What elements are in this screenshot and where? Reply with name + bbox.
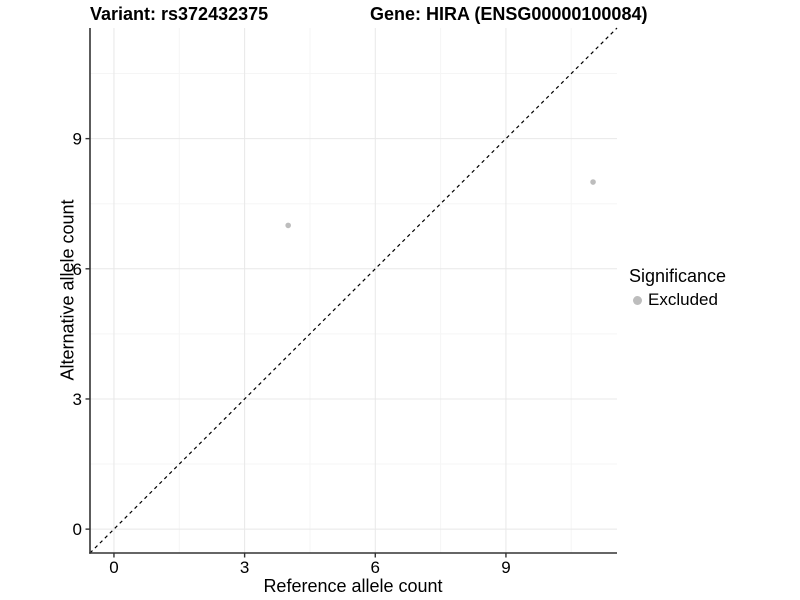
- x-tick-label: 6: [371, 558, 380, 577]
- x-tick-label: 0: [109, 558, 118, 577]
- y-axis-title: Alternative allele count: [57, 199, 78, 381]
- data-point[interactable]: [590, 179, 596, 185]
- y-tick-label: 3: [73, 390, 82, 409]
- y-tick-label: 6: [73, 260, 82, 279]
- identity-dashed-line: [89, 27, 618, 554]
- legend: Significance Excluded: [629, 266, 726, 310]
- plot-title-variant: Variant: rs372432375: [90, 4, 269, 24]
- x-tick-label: 3: [240, 558, 249, 577]
- x-axis-title: Reference allele count: [263, 576, 443, 596]
- plot-title-gene: Gene: HIRA (ENSG00000100084): [370, 4, 648, 24]
- excluded-point-icon: [633, 295, 642, 305]
- legend-title: Significance: [629, 266, 727, 286]
- y-tick-label: 9: [73, 130, 82, 149]
- legend-item-excluded: Excluded: [629, 290, 726, 310]
- x-tick-label: 9: [501, 558, 510, 577]
- legend-item-label: Excluded: [648, 290, 718, 309]
- y-tick-label: 0: [73, 520, 82, 539]
- data-point[interactable]: [285, 222, 291, 229]
